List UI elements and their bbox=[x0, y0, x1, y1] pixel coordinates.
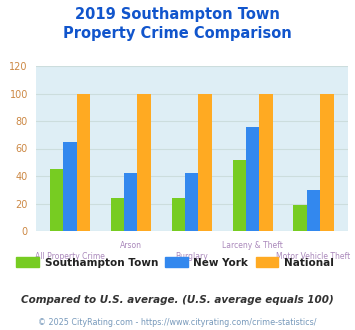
Bar bbox=[63, 142, 77, 231]
Bar bbox=[246, 126, 260, 231]
Bar bbox=[185, 173, 198, 231]
Text: © 2025 CityRating.com - https://www.cityrating.com/crime-statistics/: © 2025 CityRating.com - https://www.city… bbox=[38, 318, 317, 327]
Bar bbox=[294, 205, 307, 231]
Text: 2019 Southampton Town
Property Crime Comparison: 2019 Southampton Town Property Crime Com… bbox=[63, 7, 292, 41]
Text: Larceny & Theft: Larceny & Theft bbox=[222, 241, 283, 250]
Bar bbox=[307, 190, 320, 231]
Bar bbox=[124, 173, 137, 231]
Bar bbox=[233, 159, 246, 231]
Bar bbox=[137, 93, 151, 231]
Bar bbox=[111, 198, 124, 231]
Bar bbox=[198, 93, 212, 231]
Bar bbox=[320, 93, 334, 231]
Bar bbox=[77, 93, 90, 231]
Bar bbox=[260, 93, 273, 231]
Text: All Property Crime: All Property Crime bbox=[35, 252, 105, 261]
Text: Motor Vehicle Theft: Motor Vehicle Theft bbox=[277, 252, 351, 261]
Bar bbox=[50, 169, 63, 231]
Legend: Southampton Town, New York, National: Southampton Town, New York, National bbox=[12, 253, 338, 272]
Text: Compared to U.S. average. (U.S. average equals 100): Compared to U.S. average. (U.S. average … bbox=[21, 295, 334, 305]
Bar bbox=[171, 198, 185, 231]
Text: Burglary: Burglary bbox=[175, 252, 208, 261]
Text: Arson: Arson bbox=[120, 241, 142, 250]
